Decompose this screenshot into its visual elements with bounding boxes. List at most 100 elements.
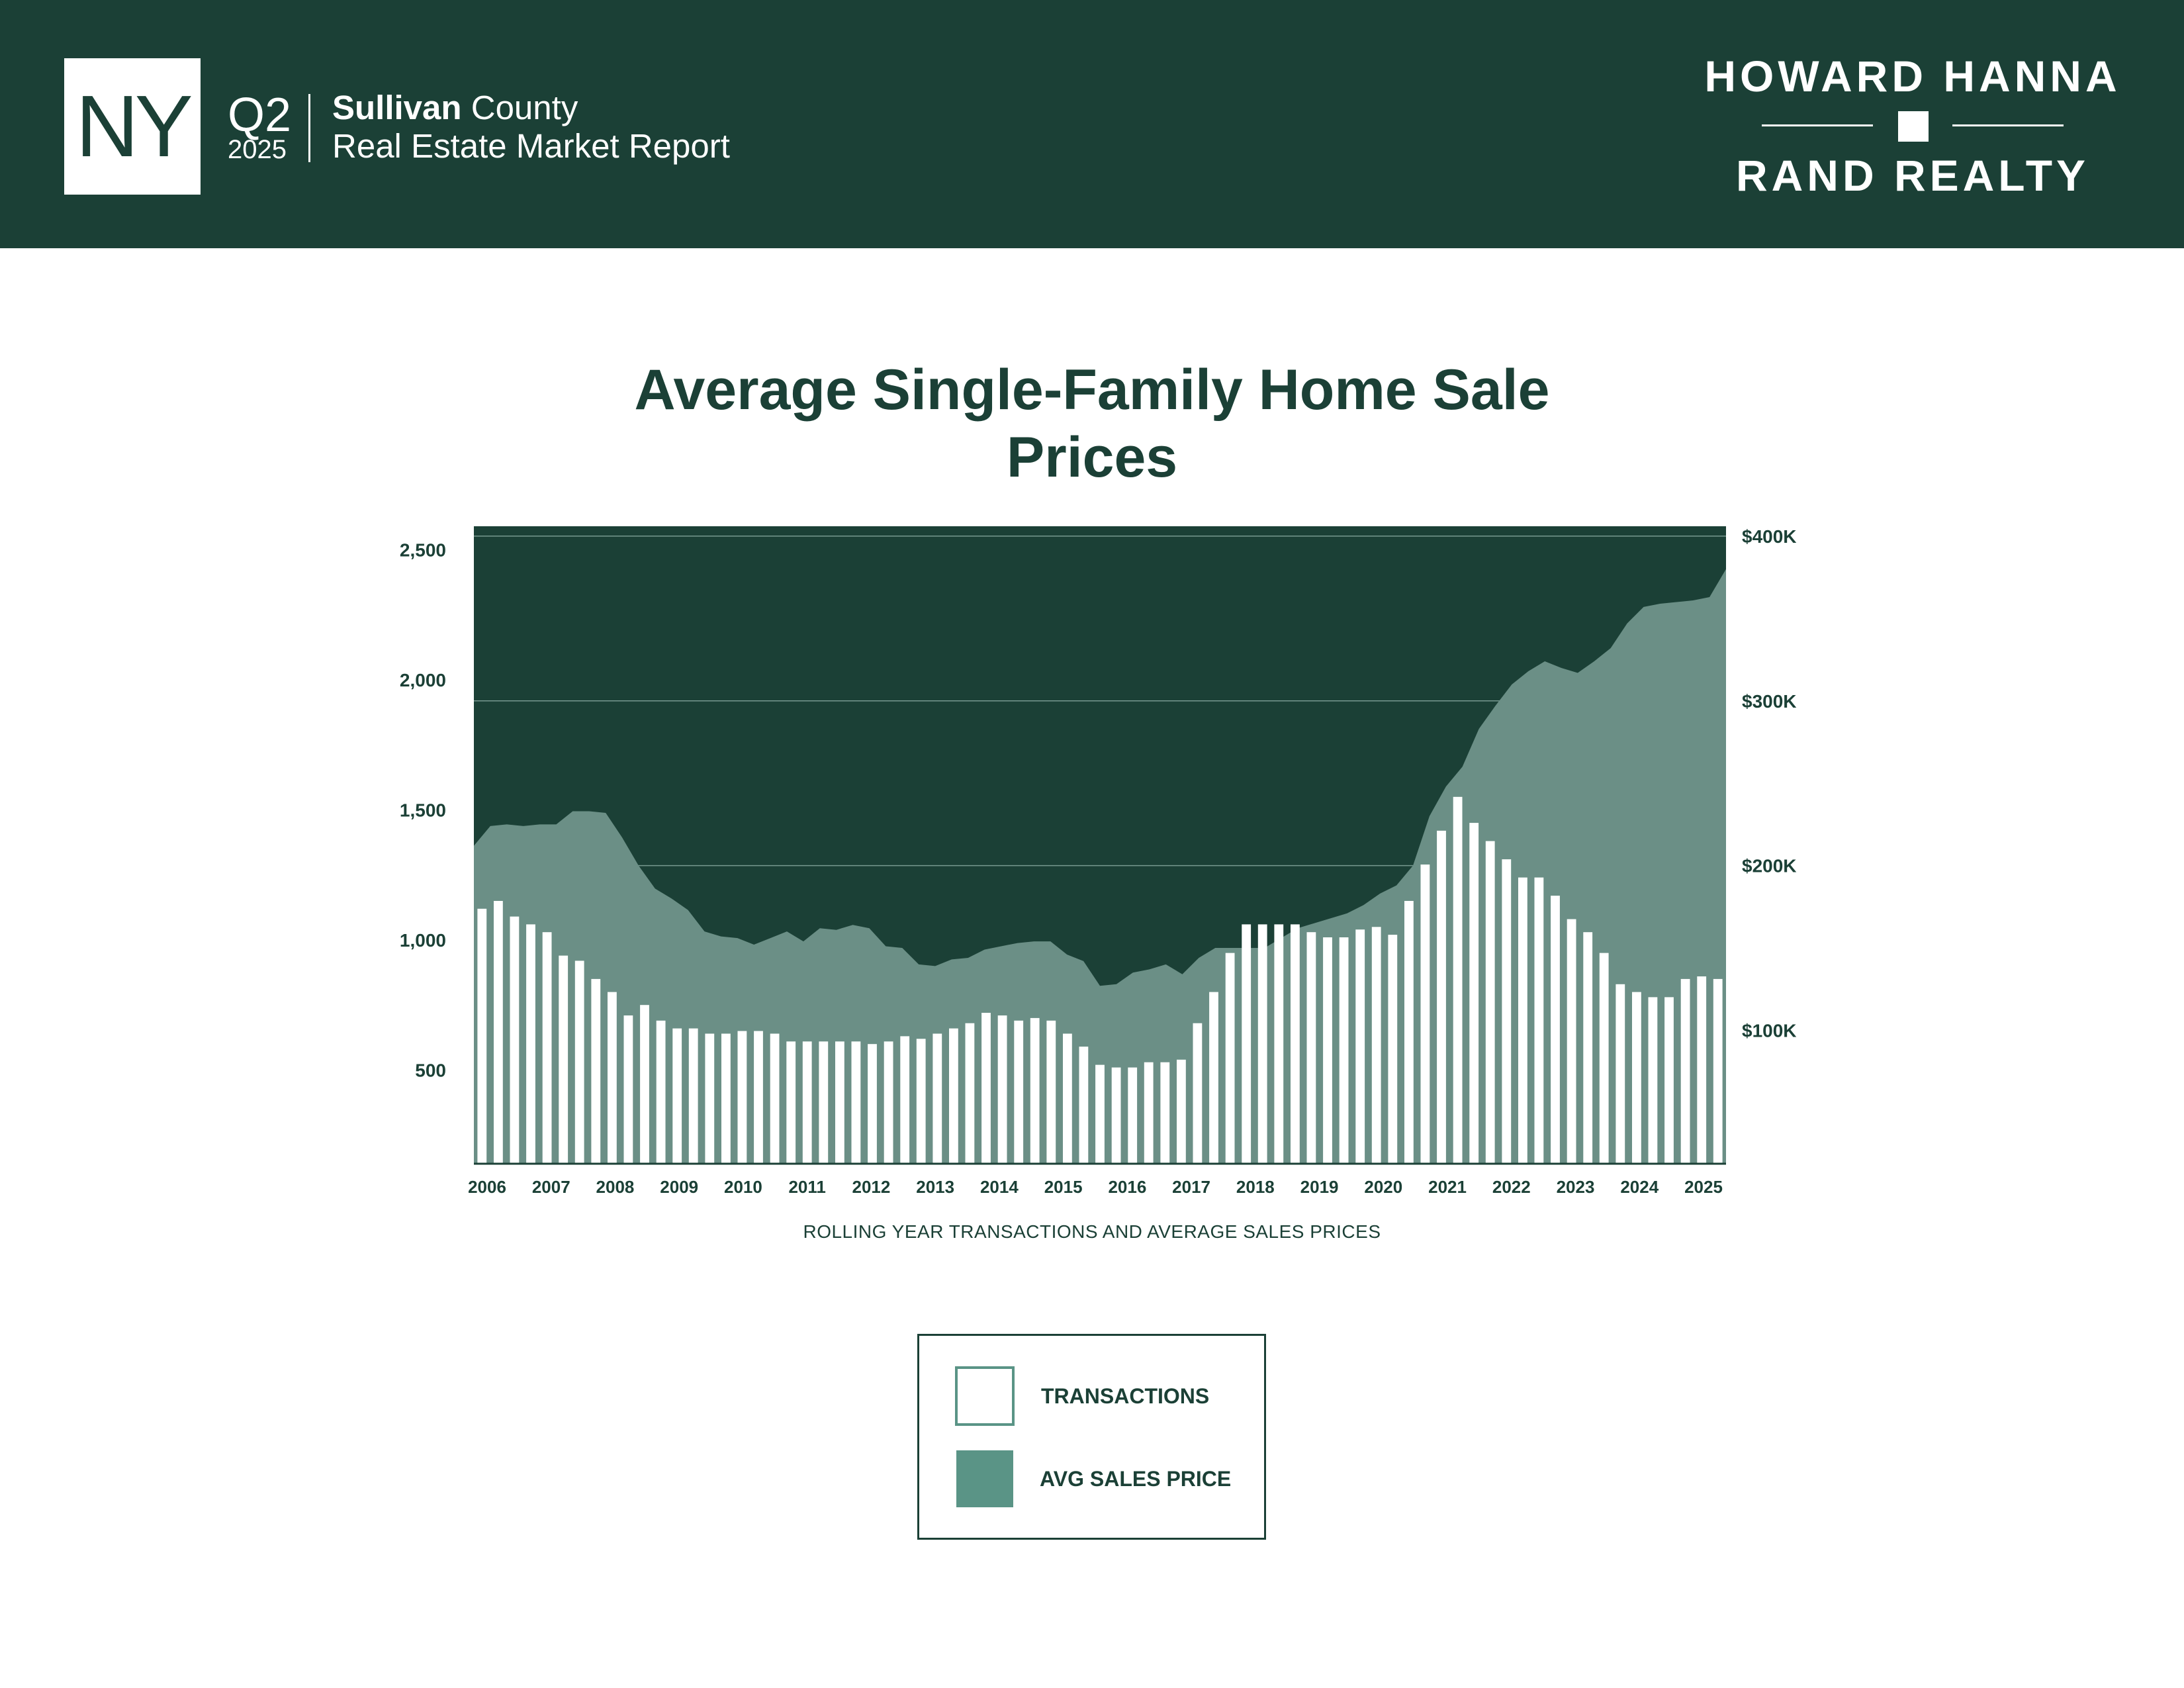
chart-title: Average Single-Family Home Sale Prices <box>634 358 1550 489</box>
x-axis-tick-label: 2011 <box>788 1177 825 1197</box>
transaction-bar <box>884 1041 893 1164</box>
transaction-bar <box>1063 1033 1072 1164</box>
transaction-bar <box>1339 937 1349 1164</box>
transaction-bar <box>591 978 601 1164</box>
x-axis-tick-label: 2010 <box>724 1177 762 1197</box>
x-axis-tick-label: 2012 <box>852 1177 890 1197</box>
x-axis-tick-label: 2019 <box>1300 1177 1339 1197</box>
transaction-bar <box>1257 924 1267 1164</box>
left-axis-ticks: 500 1,000 1,500 2,000 2,500 <box>400 539 446 1080</box>
transaction-bar <box>542 932 552 1164</box>
transaction-bar <box>1632 992 1641 1164</box>
x-axis-ticks: 2006 2007 2008 2009 2010 2011 2012 2013 2014 2015… <box>468 1177 1723 1197</box>
transaction-bar <box>1583 932 1593 1164</box>
transaction-bars <box>477 796 1723 1164</box>
x-axis-tick-label: 2023 <box>1557 1177 1595 1197</box>
left-axis-tick-label: 500 <box>415 1060 446 1080</box>
county-suffix: County <box>461 89 578 126</box>
transaction-bar <box>1485 841 1495 1164</box>
transaction-bar <box>477 908 487 1164</box>
transaction-bar <box>770 1033 780 1164</box>
left-axis-tick-label: 2,500 <box>400 539 446 560</box>
transaction-bar <box>526 924 535 1164</box>
transaction-bar <box>1388 935 1398 1164</box>
x-axis-tick-label: 2021 <box>1428 1177 1467 1197</box>
right-axis-tick-label: $100K <box>1742 1020 1797 1041</box>
legend-item-transactions: TRANSACTIONS <box>955 1366 1209 1426</box>
transaction-bar <box>1160 1062 1170 1164</box>
transaction-bar <box>1502 859 1512 1164</box>
transaction-bar <box>1291 924 1300 1164</box>
x-axis-tick-label: 2024 <box>1620 1177 1659 1197</box>
x-axis-tick-label: 2025 <box>1684 1177 1723 1197</box>
transaction-bar <box>640 1005 649 1164</box>
x-axis-tick-label: 2017 <box>1172 1177 1210 1197</box>
x-axis-tick-label: 2009 <box>660 1177 698 1197</box>
transaction-bar <box>949 1028 958 1164</box>
transaction-bar <box>868 1044 877 1164</box>
transaction-bar <box>721 1033 731 1164</box>
transaction-bar <box>1323 937 1332 1164</box>
x-axis-tick-label: 2013 <box>916 1177 954 1197</box>
transaction-bar <box>1469 823 1479 1164</box>
transaction-bar <box>900 1036 910 1164</box>
transaction-bar <box>623 1015 633 1164</box>
transaction-bar <box>1518 877 1527 1164</box>
brand-rule-left <box>1762 124 1873 126</box>
left-axis-tick-label: 1,000 <box>400 930 446 951</box>
transaction-bar <box>510 916 520 1164</box>
transaction-bar <box>1551 896 1560 1164</box>
transaction-bar <box>1534 877 1544 1164</box>
transaction-bar <box>1111 1067 1121 1164</box>
county-name: Sullivan <box>332 89 462 126</box>
x-axis-tick-label: 2015 <box>1044 1177 1083 1197</box>
transaction-bar <box>705 1033 715 1164</box>
transaction-bar <box>1664 997 1674 1164</box>
x-axis-tick-label: 2020 <box>1364 1177 1402 1197</box>
x-axis-tick-label: 2007 <box>532 1177 570 1197</box>
transaction-bar <box>1095 1064 1105 1164</box>
transaction-bar <box>1648 997 1658 1164</box>
transaction-bar <box>1274 924 1284 1164</box>
report-quarter: Q2 <box>228 89 292 142</box>
transaction-bar <box>997 1015 1007 1164</box>
transaction-bar <box>656 1020 666 1164</box>
x-axis-tick-label: 2016 <box>1108 1177 1146 1197</box>
transaction-bar <box>1404 901 1414 1164</box>
transaction-bar <box>1128 1067 1138 1164</box>
transaction-bar <box>608 992 617 1164</box>
transaction-bar <box>1144 1062 1154 1164</box>
legend-swatch-transactions <box>955 1366 1015 1426</box>
transaction-bar <box>835 1041 844 1164</box>
left-axis-tick-label: 2,000 <box>400 670 446 690</box>
legend-swatch-avg-price <box>956 1450 1013 1507</box>
x-axis-tick-label: 2022 <box>1492 1177 1531 1197</box>
transaction-bar <box>933 1033 942 1164</box>
x-axis-tick-label: 2014 <box>980 1177 1019 1197</box>
transaction-bar <box>1306 932 1316 1164</box>
transaction-bar <box>1615 984 1625 1164</box>
transaction-bar <box>1242 924 1251 1164</box>
transaction-bar <box>916 1039 926 1164</box>
transaction-bar <box>494 901 503 1164</box>
transaction-bar <box>754 1031 763 1164</box>
transaction-bar <box>1697 976 1707 1164</box>
brand-rule-right <box>1952 124 2064 126</box>
transaction-bar <box>737 1031 747 1164</box>
transaction-bar <box>1713 978 1723 1164</box>
transaction-bar <box>1030 1017 1040 1164</box>
transaction-bar <box>1225 953 1235 1164</box>
x-axis-tick-label: 2006 <box>468 1177 506 1197</box>
transaction-bar <box>1014 1020 1024 1164</box>
transaction-bar <box>1420 865 1430 1164</box>
transaction-bar <box>1355 929 1365 1164</box>
transaction-bar <box>1046 1020 1056 1164</box>
transaction-bar <box>1193 1023 1203 1164</box>
header-divider <box>308 94 310 162</box>
transaction-bar <box>819 1041 829 1164</box>
report-header: NY Q2 2025 Sullivan County Real Estate M… <box>0 0 2184 248</box>
transaction-bar <box>1177 1059 1186 1164</box>
right-axis-tick-label: $300K <box>1742 691 1797 712</box>
transaction-bar <box>1079 1047 1089 1164</box>
